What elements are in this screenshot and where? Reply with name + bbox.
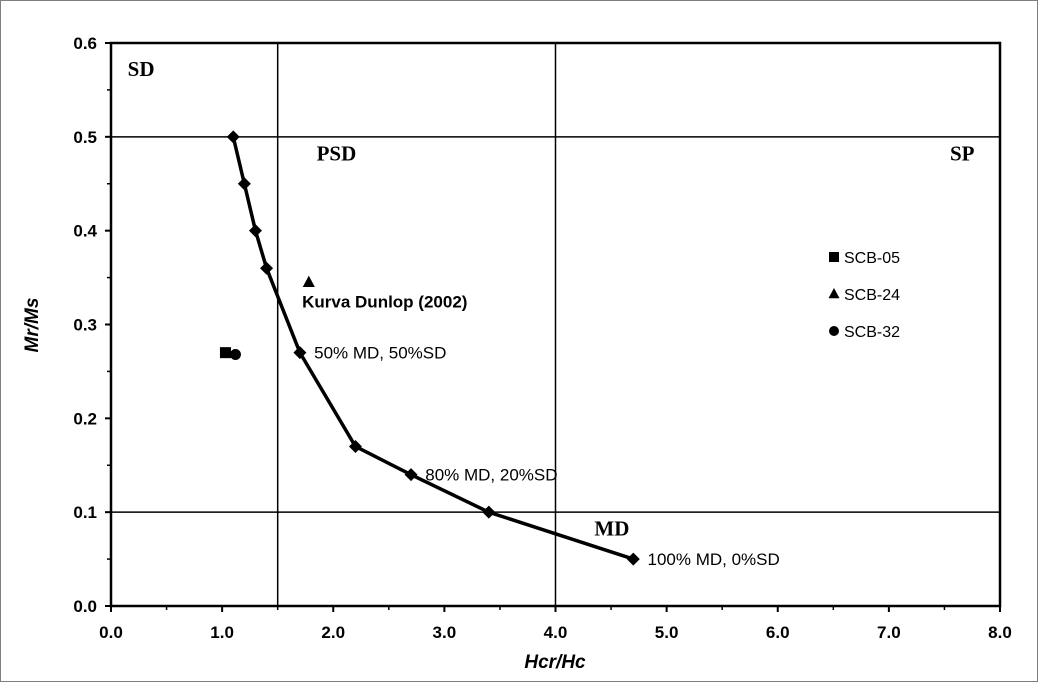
legend-entry: SCB-05 xyxy=(844,250,900,267)
x-tick-label: 2.0 xyxy=(321,623,345,642)
x-tick-label: 8.0 xyxy=(988,623,1012,642)
region-label: MD xyxy=(594,517,629,541)
legend-marker-scb-24 xyxy=(828,288,840,299)
dunlop-curve-point xyxy=(293,346,307,360)
legend-entry: SCB-32 xyxy=(844,324,900,341)
curve-annotation: 100% MD, 0%SD xyxy=(648,550,780,569)
x-tick-label: 7.0 xyxy=(877,623,901,642)
dunlop-curve-point xyxy=(404,468,418,482)
series-point-scb-24 xyxy=(302,275,315,287)
curve-annotation: 80% MD, 20%SD xyxy=(425,466,557,485)
dunlop-curve-point xyxy=(226,130,240,144)
y-tick-label: 0.5 xyxy=(73,128,97,147)
region-label: PSD xyxy=(317,141,357,165)
region-label: SP xyxy=(950,141,975,165)
series-point-scb-05 xyxy=(219,347,231,359)
x-tick-label: 6.0 xyxy=(766,623,790,642)
series-point-scb-32 xyxy=(229,349,241,361)
dunlop-curve-point xyxy=(348,439,362,453)
x-tick-label: 0.0 xyxy=(99,623,123,642)
y-tick-label: 0.0 xyxy=(73,597,97,616)
x-tick-label: 3.0 xyxy=(433,623,457,642)
dunlop-curve-point xyxy=(482,505,496,519)
legend-marker-scb-32 xyxy=(829,326,839,336)
region-label: SD xyxy=(128,57,155,81)
x-axis-label: Hcr/Hc xyxy=(524,652,586,673)
dunlop-curve-point xyxy=(260,261,274,275)
y-tick-label: 0.3 xyxy=(73,316,97,335)
x-tick-label: 5.0 xyxy=(655,623,679,642)
curve-name-label: Kurva Dunlop (2002) xyxy=(302,293,467,312)
dunlop-curve-point xyxy=(248,224,262,238)
dunlop-curve-point xyxy=(626,552,640,566)
y-tick-label: 0.1 xyxy=(73,503,97,522)
legend-marker-scb-05 xyxy=(829,252,839,262)
x-tick-label: 4.0 xyxy=(544,623,568,642)
y-tick-label: 0.6 xyxy=(73,34,97,53)
y-axis-label: Mr/Ms xyxy=(22,298,43,353)
legend-entry: SCB-24 xyxy=(844,287,900,304)
x-tick-label: 1.0 xyxy=(210,623,234,642)
y-tick-label: 0.4 xyxy=(73,222,97,241)
curve-annotation: 50% MD, 50%SD xyxy=(314,344,446,363)
dunlop-curve-point xyxy=(237,177,251,191)
y-tick-label: 0.2 xyxy=(73,409,97,428)
